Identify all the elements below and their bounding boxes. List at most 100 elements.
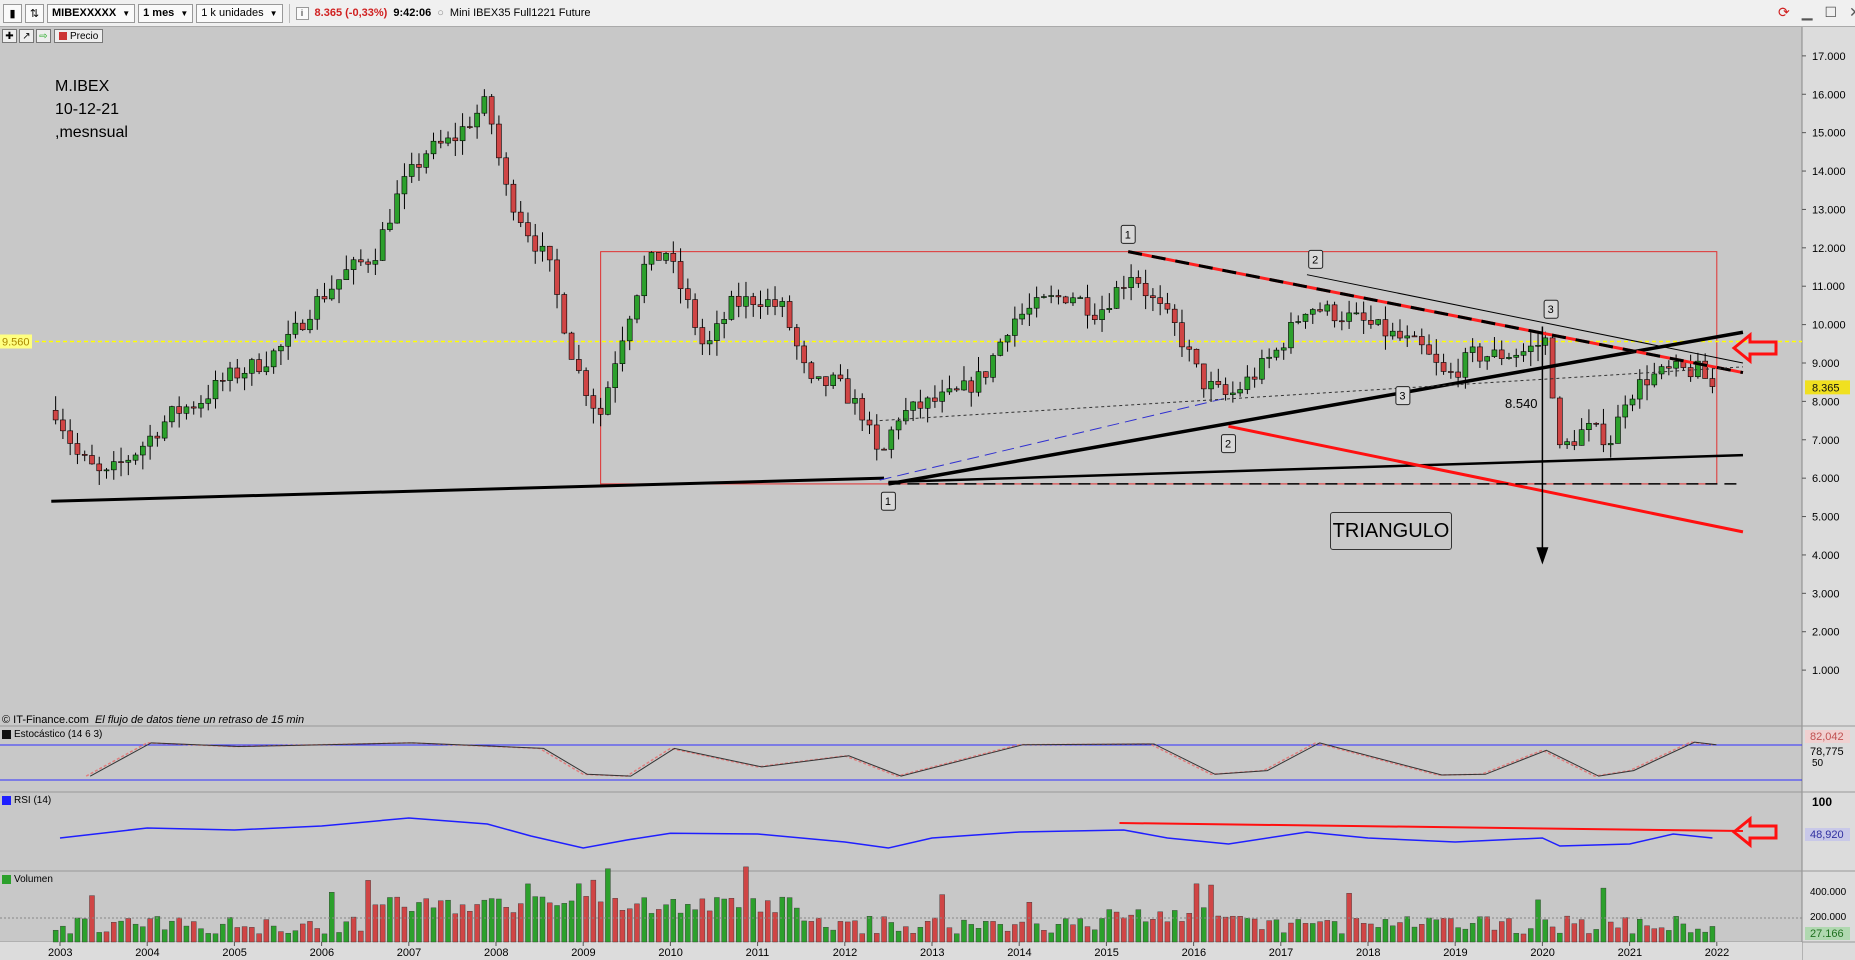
source-text: © IT-Finance.com <box>2 714 89 726</box>
candle-body <box>932 397 938 402</box>
volume-bar <box>1172 910 1178 943</box>
volume-bar <box>394 896 400 943</box>
export-icon[interactable]: ⇨ <box>36 29 51 43</box>
rsi-swatch <box>2 796 11 805</box>
candle-body <box>1658 366 1665 375</box>
stochastic-panel-label[interactable]: Estocástico (14 6 3) <box>2 729 102 740</box>
volume-bar <box>590 879 597 943</box>
volume-bar <box>241 926 248 943</box>
candle-body <box>1375 319 1381 325</box>
volume-panel-label[interactable]: Volumen <box>2 874 53 885</box>
volume-bar <box>409 911 415 943</box>
volume-bar <box>321 933 328 943</box>
candle-body <box>314 296 321 320</box>
volume-bar <box>401 906 408 943</box>
time-tick-label: 2012 <box>833 947 857 959</box>
refresh-icon[interactable]: ⟳ <box>1778 4 1790 20</box>
volume-bar <box>1113 911 1120 943</box>
candle-body <box>110 461 117 471</box>
candle-body <box>1636 379 1643 400</box>
candle-body <box>1222 384 1229 395</box>
volume-bar <box>1564 915 1570 943</box>
volume-bar <box>685 904 691 943</box>
time-tick-label: 2021 <box>1618 947 1642 959</box>
candle-body <box>234 367 241 379</box>
price-toggle-label: Precio <box>70 30 99 42</box>
volume-bar <box>983 921 989 943</box>
volume-bar <box>1026 901 1033 943</box>
candle-body <box>1448 371 1454 373</box>
price-toggle-button[interactable]: Precio <box>54 29 104 43</box>
candle-body <box>510 183 517 213</box>
volume-bar <box>975 928 982 943</box>
candle-body <box>1084 297 1091 316</box>
candle-body <box>445 137 451 144</box>
volume-bar <box>990 921 996 943</box>
volume-bar <box>234 927 241 943</box>
candle-body <box>147 435 153 447</box>
candle-body <box>1440 362 1447 372</box>
candle-body <box>241 372 248 379</box>
volume-bar <box>1687 932 1694 943</box>
candle-body <box>1055 295 1062 298</box>
close-icon[interactable]: ✕ <box>1849 4 1855 20</box>
candle-body <box>844 378 851 404</box>
volume-bar <box>1542 919 1549 943</box>
candle-body <box>1106 308 1113 310</box>
candle-body <box>496 123 502 159</box>
delay-text: El flujo de datos tiene un retraso de 15… <box>94 714 305 726</box>
candle-body <box>372 260 379 265</box>
candle-body <box>89 455 95 465</box>
volume-bar <box>924 921 931 943</box>
symbol-selector[interactable]: MIBEXXXXX ▼ <box>47 3 136 23</box>
price-tick-label: 9.000 <box>1812 358 1840 370</box>
instrument-icon[interactable]: ⇅ <box>25 3 44 23</box>
candle-body <box>1673 361 1679 369</box>
volume-bar <box>1193 883 1200 943</box>
volume-bar <box>801 920 807 943</box>
rsi-panel-label[interactable]: RSI (14) <box>2 795 51 806</box>
drawing-icon[interactable]: ↗ <box>19 29 34 43</box>
toolbar: ▮ ⇅ MIBEXXXXX ▼ 1 mes ▼ 1 k unidades ▼ i 8.… <box>0 0 1855 27</box>
volume-bar <box>1012 924 1018 943</box>
target-arrowhead <box>1536 547 1549 565</box>
candle-body <box>721 319 727 324</box>
chart-annotation: M.IBEX 10-12-21 ,mesnsual <box>55 75 128 144</box>
stochastic-value-tag <box>1805 730 1850 743</box>
candle-body <box>1600 423 1607 446</box>
volume-bar <box>1208 884 1214 943</box>
quote-bar: i 8.365 (-0,33%) 9:42:06 ○ Mini IBEX35 F… <box>295 6 591 20</box>
candle-body <box>1004 335 1011 343</box>
volume-bar <box>1041 930 1047 943</box>
volume-bar <box>1390 925 1396 943</box>
volume-bar <box>743 866 749 943</box>
volume-bar <box>888 922 895 943</box>
candle-body <box>1615 416 1621 444</box>
volume-bar <box>1578 919 1585 943</box>
triangle-base-line <box>888 453 1743 484</box>
candle-body <box>677 261 684 290</box>
candle-body <box>750 296 757 305</box>
chart-type-icon[interactable]: ▮ <box>3 3 22 23</box>
info-icon[interactable]: i <box>295 6 309 20</box>
candle-body <box>517 211 524 223</box>
candle-body <box>278 345 284 352</box>
candle-body <box>1237 389 1243 394</box>
candle-body <box>961 380 967 391</box>
rsi-value-tag <box>1805 828 1850 841</box>
period-selector[interactable]: 1 mes ▼ <box>138 3 194 23</box>
candle-body <box>1535 344 1541 347</box>
minimize-icon[interactable]: ▁ <box>1801 4 1813 20</box>
maximize-icon[interactable]: ☐ <box>1824 4 1838 20</box>
candle-body <box>990 355 996 378</box>
add-icon[interactable]: ✚ <box>2 29 17 43</box>
volume-bar <box>1673 916 1679 943</box>
candle-body <box>132 454 139 461</box>
rsi-trendline <box>1119 822 1743 832</box>
wave-label-box <box>1395 386 1411 406</box>
units-selector[interactable]: 1 k unidades ▼ <box>196 3 283 23</box>
volume-bar <box>1375 927 1381 943</box>
volume-bar <box>263 919 270 943</box>
volume-bar <box>1651 928 1658 943</box>
